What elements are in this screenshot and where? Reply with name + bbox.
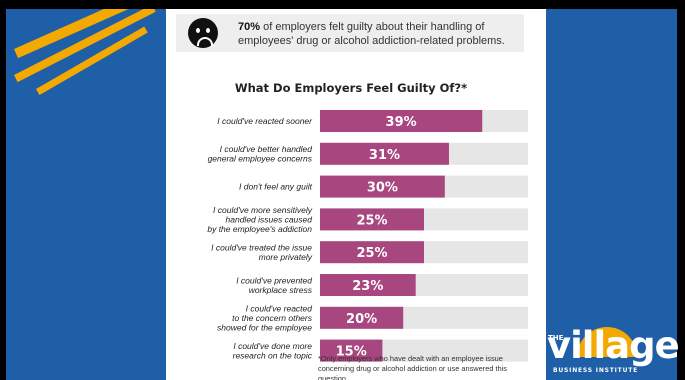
bar bbox=[320, 175, 445, 198]
category-label: I could've more sensitively handled issue… bbox=[207, 205, 312, 234]
bar-value-label: 15% bbox=[336, 345, 367, 360]
bar-value-label: 31% bbox=[369, 148, 400, 163]
bar-value-label: 39% bbox=[386, 115, 417, 130]
bar-value-label: 25% bbox=[356, 246, 387, 261]
category-label: I could've treated the issue more private… bbox=[211, 242, 313, 262]
bar bbox=[320, 110, 483, 132]
bar-value-label: 23% bbox=[352, 279, 383, 294]
chart-footnote: *Only employers who have dealt with an e… bbox=[318, 354, 507, 380]
chart-title: What Do Employers Feel Guilty Of?* bbox=[234, 81, 468, 95]
category-label: I could've better handled general employe… bbox=[208, 144, 313, 164]
banner-stat: 70% bbox=[238, 21, 261, 33]
banner-text: 70% of employers felt guilty about their… bbox=[238, 20, 518, 48]
stat-banner: 70% of employers felt guilty about their… bbox=[176, 14, 524, 52]
category-label: I could've reacted to the concern others s… bbox=[217, 303, 313, 332]
bar bbox=[320, 142, 449, 165]
logo-wordmark: village bbox=[547, 324, 680, 367]
banner-description: of employers felt guilty about their han… bbox=[238, 21, 505, 47]
bar-chart: 39% I could've reacted sooner 31% I could'v… bbox=[207, 110, 528, 362]
category-label: I could've prevented workplace stress bbox=[236, 275, 313, 295]
bar bbox=[320, 274, 416, 296]
category-label: I could've done more research on the topi… bbox=[233, 341, 313, 361]
bar-value-label: 25% bbox=[356, 213, 387, 228]
sad-face-icon bbox=[188, 18, 218, 48]
category-label: I don't feel any guilt bbox=[239, 182, 313, 192]
bar-value-label: 30% bbox=[367, 181, 398, 196]
infographic-card: 70% of employers felt guilty about their… bbox=[166, 9, 546, 380]
bar bbox=[320, 339, 383, 362]
bar-value-label: 20% bbox=[346, 312, 377, 327]
slide-background: 70% of employers felt guilty about their… bbox=[6, 9, 677, 380]
logo-the-text: THE bbox=[548, 334, 564, 342]
bar bbox=[320, 306, 404, 329]
category-label: I could've reacted sooner bbox=[217, 116, 313, 126]
bar bbox=[320, 241, 424, 264]
logo-subtitle: BUSINESS INSTITUTE bbox=[553, 367, 639, 374]
bar bbox=[320, 208, 424, 231]
